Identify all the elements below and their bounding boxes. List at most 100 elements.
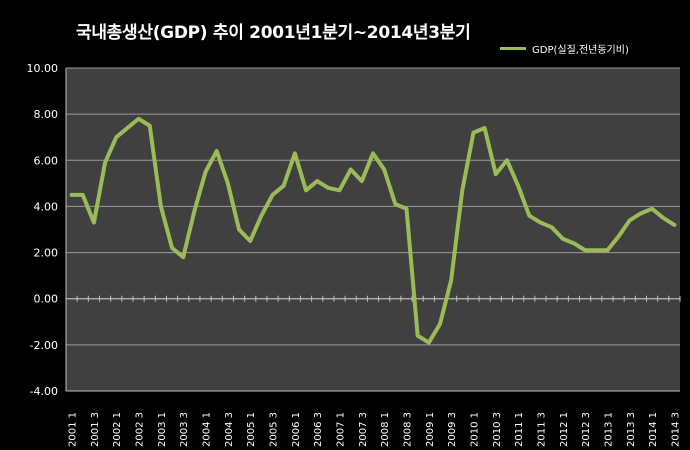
data-point bbox=[650, 207, 654, 211]
x-tick-label: 2007 3 bbox=[358, 412, 369, 447]
data-point bbox=[494, 172, 498, 176]
data-point bbox=[203, 170, 208, 174]
x-tick-label: 2010 1 bbox=[469, 412, 480, 447]
data-point bbox=[181, 255, 185, 259]
x-tick-label: 2006 1 bbox=[291, 412, 302, 447]
data-point bbox=[427, 340, 431, 345]
x-tick-label: 2011 3 bbox=[536, 412, 547, 447]
y-axis-ticks: 10.00 8.00 6.00 4.00 2.00 0.00 -2.00 -4.00 bbox=[27, 62, 59, 398]
y-tick-label: 6.00 bbox=[34, 154, 59, 167]
data-point bbox=[371, 151, 375, 155]
data-point bbox=[192, 209, 196, 213]
data-point bbox=[561, 237, 565, 241]
data-point bbox=[672, 223, 677, 227]
data-point bbox=[572, 241, 576, 245]
data-point bbox=[538, 220, 543, 225]
plot-area bbox=[66, 68, 680, 391]
x-axis-ticks: 2001 1 2001 3 2002 1 2002 3 2003 1 2003 3 2004… bbox=[68, 412, 682, 447]
x-tick-label: 2008 3 bbox=[402, 412, 413, 447]
data-point bbox=[159, 204, 163, 209]
y-tick-label: -2.00 bbox=[30, 339, 58, 352]
data-point bbox=[471, 131, 476, 135]
data-point bbox=[125, 126, 129, 130]
y-tick-label: 4.00 bbox=[34, 200, 59, 213]
x-tick-label: 2001 1 bbox=[68, 412, 79, 447]
data-point bbox=[438, 322, 442, 326]
x-tick-label: 2008 1 bbox=[380, 412, 391, 447]
data-point bbox=[360, 179, 364, 183]
x-tick-label: 2004 1 bbox=[202, 412, 213, 447]
data-point bbox=[617, 234, 621, 239]
data-point bbox=[315, 179, 319, 183]
x-tick-label: 2012 3 bbox=[581, 412, 592, 447]
x-tick-label: 2003 1 bbox=[157, 412, 168, 447]
x-tick-label: 2013 1 bbox=[603, 412, 614, 447]
y-tick-label: -4.00 bbox=[30, 385, 58, 398]
data-point bbox=[337, 188, 342, 192]
y-tick-label: 8.00 bbox=[34, 108, 59, 121]
data-point bbox=[416, 334, 420, 338]
x-tick-label: 2003 3 bbox=[179, 412, 190, 447]
x-tick-label: 2002 1 bbox=[112, 412, 123, 447]
data-point bbox=[594, 248, 598, 252]
data-point bbox=[505, 158, 509, 162]
data-point bbox=[628, 218, 632, 222]
data-point bbox=[270, 193, 275, 197]
y-tick-label: 2.00 bbox=[34, 247, 59, 260]
x-tick-label: 2005 1 bbox=[246, 412, 257, 447]
data-point bbox=[393, 202, 397, 206]
x-tick-label: 2014 1 bbox=[648, 412, 659, 447]
legend-swatch bbox=[500, 47, 526, 50]
x-tick-label: 2009 3 bbox=[447, 412, 458, 447]
x-tick-label: 2002 3 bbox=[135, 412, 146, 447]
data-point bbox=[483, 126, 487, 130]
x-tick-label: 2013 3 bbox=[626, 412, 637, 447]
data-point bbox=[304, 188, 308, 192]
data-point bbox=[248, 239, 252, 243]
legend: GDP(실질,전년동기비) bbox=[500, 41, 629, 56]
data-point bbox=[516, 184, 520, 188]
data-point bbox=[81, 193, 85, 197]
x-tick-label: 2006 3 bbox=[313, 412, 324, 447]
data-point bbox=[170, 246, 174, 250]
data-point bbox=[449, 278, 453, 282]
data-point bbox=[382, 167, 386, 172]
x-tick-label: 2005 3 bbox=[269, 412, 280, 447]
x-tick-label: 2007 1 bbox=[336, 412, 347, 447]
data-point bbox=[349, 167, 353, 172]
data-point bbox=[527, 214, 531, 218]
data-point bbox=[404, 207, 409, 211]
data-point bbox=[583, 248, 587, 252]
data-point bbox=[605, 248, 610, 252]
x-tick-label: 2009 1 bbox=[425, 412, 436, 447]
data-point bbox=[148, 124, 152, 128]
data-point bbox=[226, 181, 230, 185]
data-point bbox=[326, 186, 330, 190]
data-point bbox=[282, 184, 286, 188]
data-point bbox=[69, 193, 74, 197]
x-tick-label: 2014 3 bbox=[670, 412, 681, 447]
legend-label: GDP(실질,전년동기비) bbox=[532, 45, 629, 56]
chart-title: 국내총생산(GDP) 추이 2001년1분기~2014년3분기 bbox=[76, 23, 471, 43]
x-tick-label: 2001 3 bbox=[90, 412, 101, 447]
x-tick-label: 2010 3 bbox=[492, 412, 503, 447]
data-point bbox=[661, 216, 665, 220]
data-point bbox=[639, 211, 643, 215]
x-tick-label: 2004 3 bbox=[224, 412, 235, 447]
axes bbox=[65, 68, 681, 392]
data-point bbox=[237, 227, 241, 232]
data-points bbox=[69, 117, 677, 345]
data-point bbox=[92, 220, 96, 225]
data-point bbox=[136, 117, 141, 121]
y-tick-label: 10.00 bbox=[27, 62, 59, 75]
x-tick-label: 2011 1 bbox=[514, 412, 525, 447]
data-point bbox=[293, 151, 297, 155]
data-point bbox=[103, 160, 107, 165]
y-tick-label: 0.00 bbox=[34, 293, 59, 306]
x-tick-label: 2012 1 bbox=[559, 412, 570, 447]
data-point bbox=[460, 188, 464, 192]
data-point bbox=[215, 149, 219, 153]
data-point bbox=[114, 135, 118, 139]
data-point bbox=[550, 225, 554, 229]
